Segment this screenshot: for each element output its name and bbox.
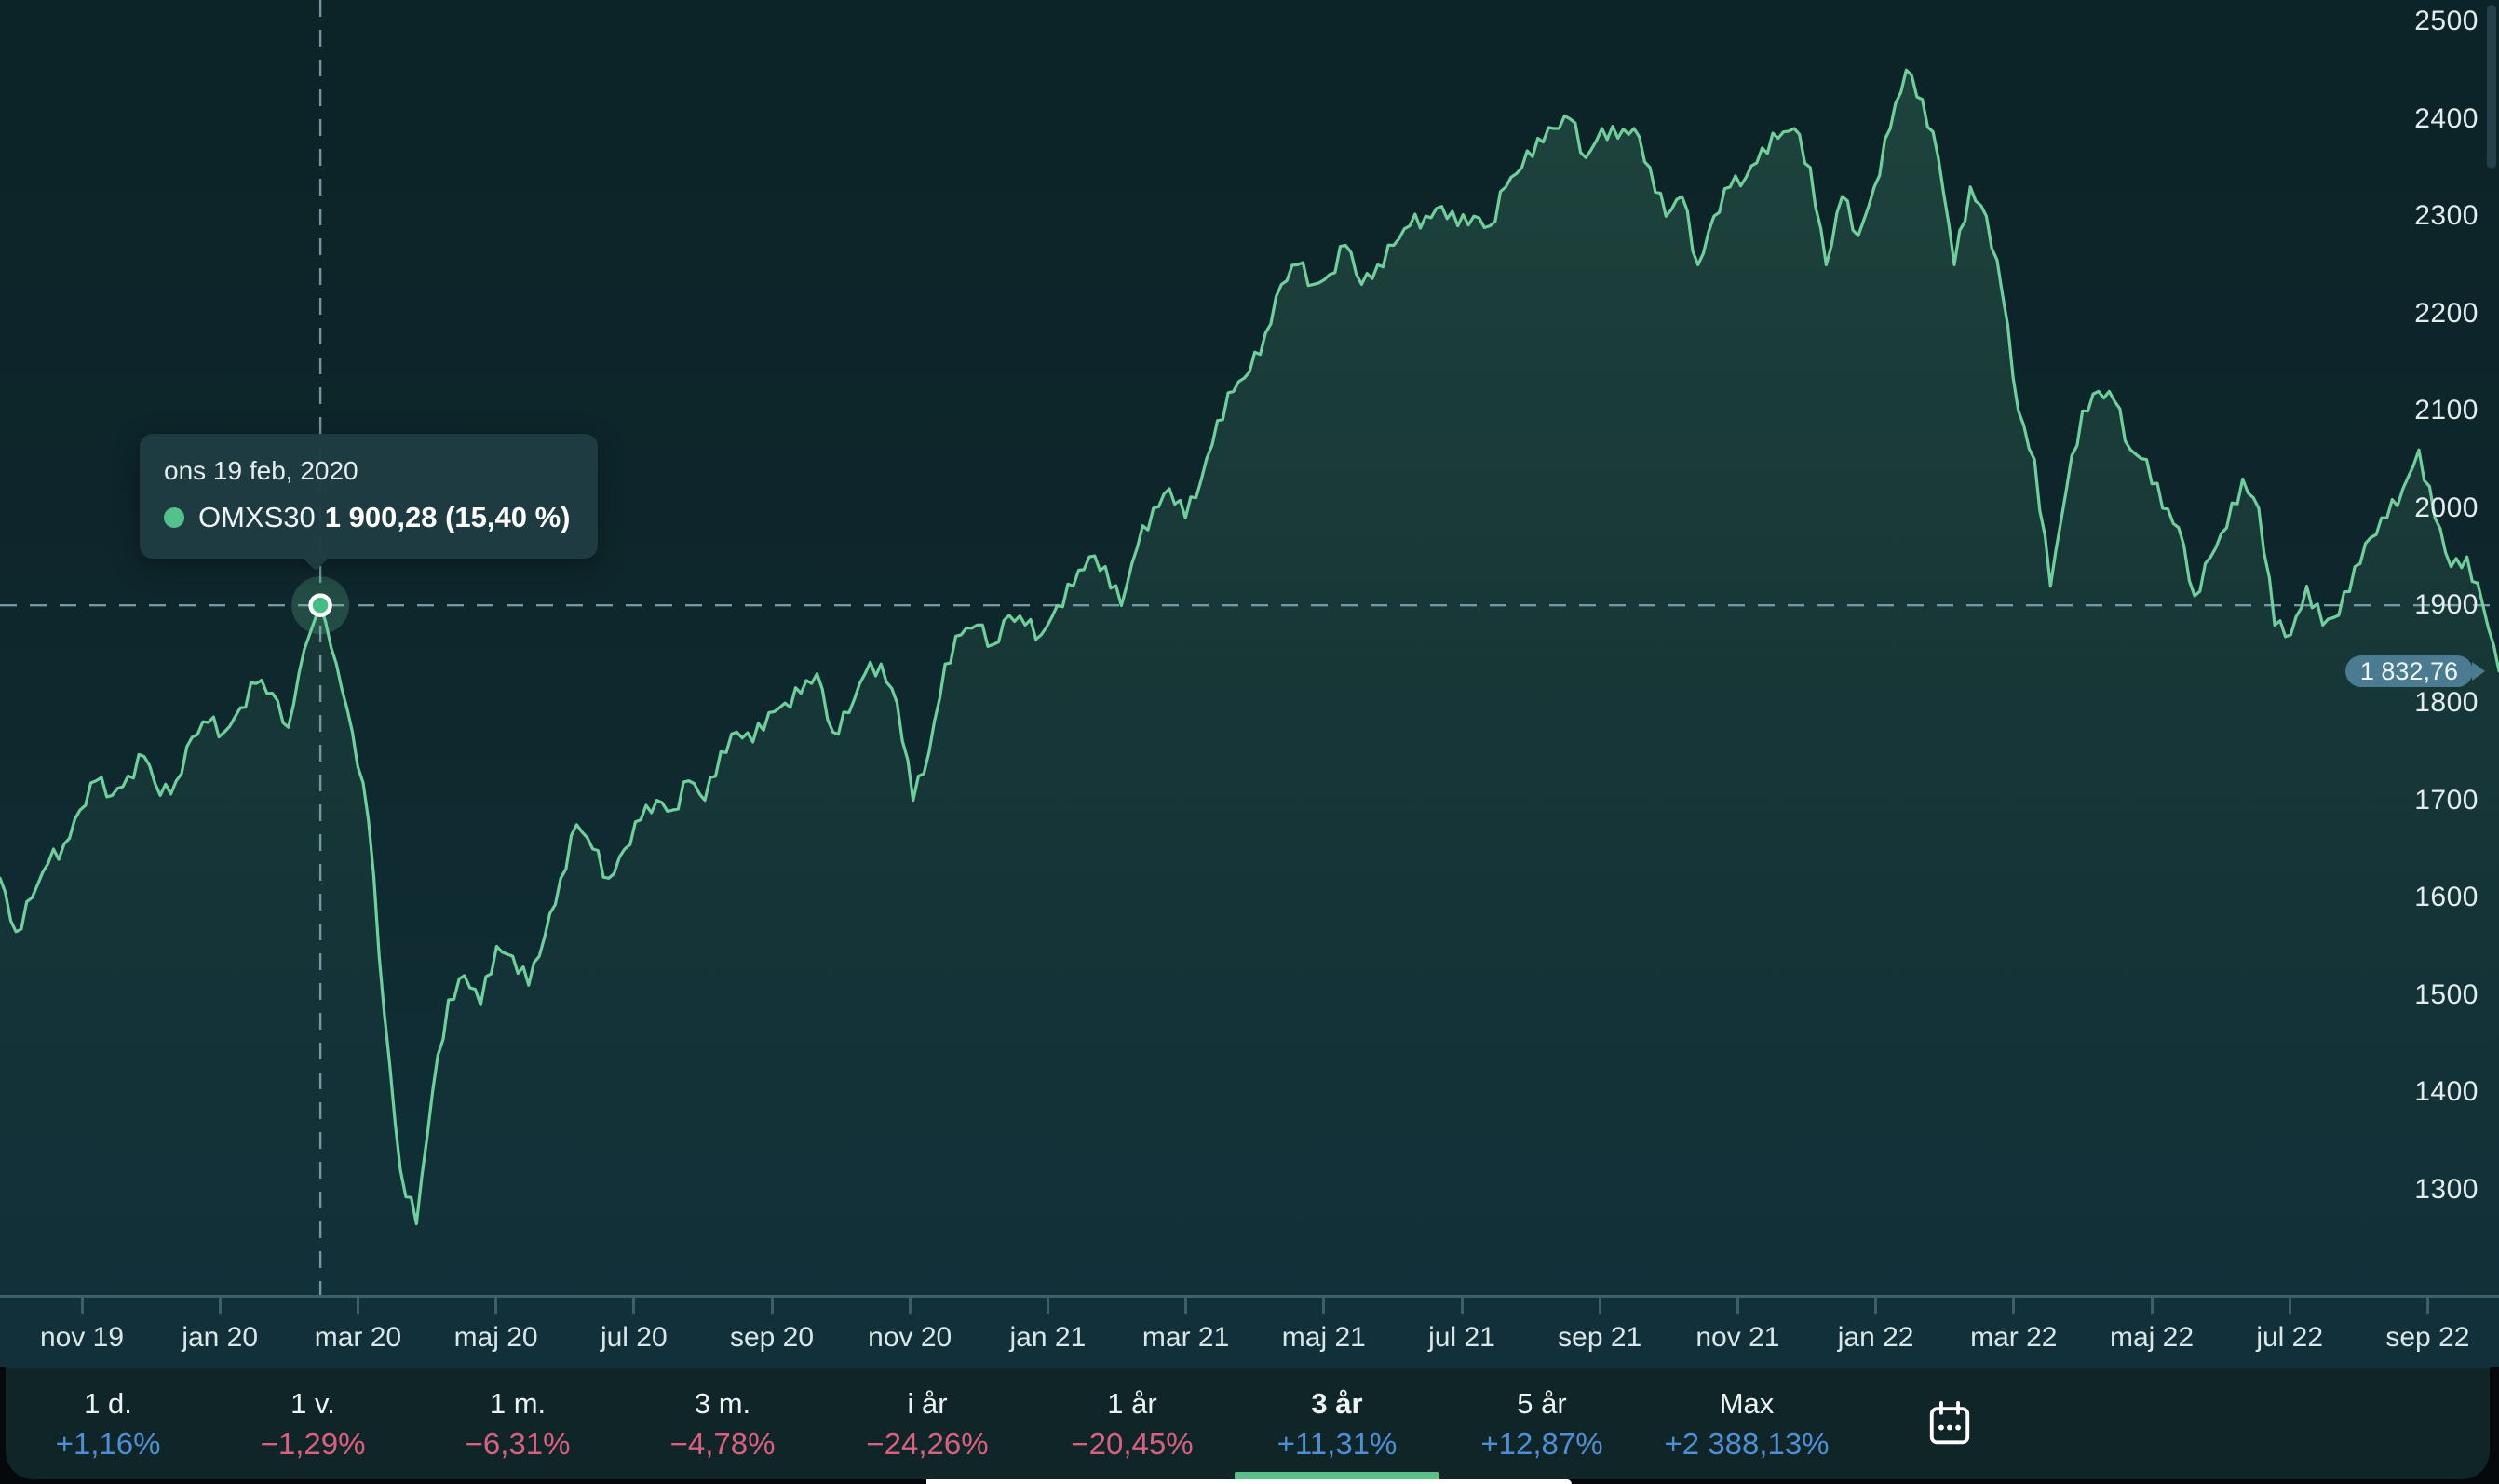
period-tab-iår[interactable]: i år −24,26% [825, 1368, 1030, 1479]
period-tab-label: i år [907, 1387, 948, 1420]
period-tab-label: 3 år [1311, 1387, 1363, 1420]
x-axis-tick [494, 1298, 498, 1314]
y-axis-label: 2200 [2414, 297, 2479, 329]
x-axis-tick [908, 1298, 912, 1314]
x-axis-tick [2425, 1298, 2429, 1314]
x-axis-label: nov 20 [868, 1322, 952, 1353]
tooltip-date: ons 19 feb, 2020 [164, 456, 358, 485]
x-axis-line [0, 1295, 2499, 1298]
tooltip-series-name: OMXS30 [198, 501, 316, 533]
period-tab-max[interactable]: Max +2 388,13% [1644, 1368, 1849, 1479]
y-axis-label: 1400 [2414, 1076, 2479, 1108]
x-axis-label: sep 21 [1558, 1322, 1642, 1353]
y-axis-label: 2100 [2414, 395, 2479, 426]
price-line [0, 68, 2499, 1226]
y-axis-label: 2500 [2414, 6, 2479, 36]
x-axis-label: mar 22 [1970, 1322, 2058, 1353]
period-tab-3m[interactable]: 3 m. −4,78% [620, 1368, 825, 1479]
y-axis-label: 1700 [2414, 784, 2479, 816]
period-tab-change: +2 388,13% [1664, 1426, 1830, 1461]
period-tab-label: 1 d. [84, 1387, 132, 1420]
x-axis-label: maj 20 [453, 1322, 538, 1353]
period-tab-change: −1,29% [260, 1426, 366, 1461]
x-axis-label: jul 22 [2256, 1322, 2324, 1353]
x-axis-tick [1598, 1298, 1601, 1314]
x-axis-tick [2012, 1298, 2016, 1314]
period-tab-5år[interactable]: 5 år +12,87% [1439, 1368, 1644, 1479]
period-tab-change: +12,87% [1480, 1426, 1603, 1461]
x-axis-tick [356, 1298, 359, 1314]
last-price-value: 1 832,76 [2359, 656, 2458, 685]
y-axis-label: 1600 [2414, 882, 2479, 913]
selected-tab-underline [1235, 1472, 1439, 1479]
price-chart[interactable] [0, 0, 2499, 1295]
y-axis-label: 1900 [2414, 589, 2479, 621]
x-axis-tick [770, 1298, 774, 1314]
y-axis-label: 1300 [2414, 1173, 2479, 1205]
x-axis-tick [1874, 1298, 1878, 1314]
x-axis-label: maj 22 [2109, 1322, 2195, 1353]
y-axis-label: 1800 [2414, 687, 2479, 719]
tooltip-value: 1 900,28 (15,40 %) [324, 501, 571, 533]
period-tab-label: 1 m. [489, 1387, 547, 1420]
x-axis-tick [1322, 1298, 1326, 1314]
period-tab-change: +11,31% [1277, 1426, 1398, 1461]
x-axis-tick [632, 1298, 636, 1314]
period-tab-1d[interactable]: 1 d. +1,16% [6, 1368, 210, 1479]
x-axis-label: nov 21 [1695, 1322, 1780, 1353]
series-dot-icon [164, 507, 184, 528]
x-axis-tick [1460, 1298, 1464, 1314]
bottom-sheet-edge [926, 1479, 1572, 1484]
period-tab-label: 1 v. [290, 1387, 335, 1420]
x-axis-tick [1046, 1298, 1049, 1314]
x-axis-label: mar 20 [314, 1322, 402, 1353]
period-tab-1år[interactable]: 1 år −20,45% [1030, 1368, 1235, 1479]
x-axis-label: nov 19 [39, 1322, 125, 1353]
period-tab-change: +1,16% [55, 1426, 161, 1461]
x-axis-label: maj 21 [1281, 1322, 1366, 1353]
period-tab-label: 5 år [1517, 1387, 1567, 1420]
x-axis-label: jul 21 [1428, 1322, 1495, 1353]
period-tab-label: 1 år [1107, 1387, 1157, 1420]
period-tab-3år[interactable]: 3 år +11,31% [1235, 1368, 1439, 1479]
x-axis-label: sep 22 [2385, 1322, 2470, 1353]
period-tab-change: −20,45% [1071, 1426, 1194, 1461]
period-tab-label: Max [1719, 1387, 1775, 1420]
area-fill [0, 70, 2499, 1295]
period-toolbar: 1 d. +1,16% 1 v. −1,29% 1 m. −6,31% 3 m. −4,78%… [6, 1367, 2490, 1479]
selected-point-marker[interactable] [308, 593, 332, 617]
x-axis-tick [1736, 1298, 1739, 1314]
x-axis-label: jan 21 [1009, 1322, 1087, 1353]
period-tabs: 1 d. +1,16% 1 v. −1,29% 1 m. −6,31% 3 m. −4,78%… [6, 1368, 1849, 1479]
calendar-icon [1929, 1401, 1970, 1445]
x-axis-label: jul 20 [600, 1322, 668, 1353]
y-axis-label: 2000 [2414, 492, 2479, 523]
x-axis-tick [1184, 1298, 1188, 1314]
period-tab-change: −24,26% [866, 1426, 989, 1461]
last-price-tag: 1 832,76 [2344, 654, 2486, 687]
x-axis-label: jan 22 [1837, 1322, 1914, 1353]
x-axis-label: jan 20 [182, 1322, 259, 1353]
calendar-button[interactable] [1920, 1394, 1979, 1453]
period-tab-1v[interactable]: 1 v. −1,29% [210, 1368, 415, 1479]
bottom-bar-background: 1 d. +1,16% 1 v. −1,29% 1 m. −6,31% 3 m. −4,78%… [0, 1367, 2499, 1484]
period-tab-label: 3 m. [694, 1387, 751, 1420]
x-axis-tick [80, 1298, 84, 1314]
scrollbar-thumb[interactable] [2487, 5, 2496, 169]
x-axis-tick [218, 1298, 222, 1314]
x-axis-tick [2288, 1298, 2291, 1314]
x-axis-label: mar 21 [1141, 1322, 1230, 1353]
crosshair-tooltip: ons 19 feb, 2020 OMXS30 1 900,28 (15,40 … [140, 434, 599, 572]
y-axis-label: 2400 [2414, 102, 2479, 134]
y-axis-label: 1500 [2414, 978, 2479, 1010]
x-axis-tick [2150, 1298, 2154, 1314]
period-tab-change: −6,31% [465, 1426, 571, 1461]
period-tab-1m[interactable]: 1 m. −6,31% [415, 1368, 620, 1479]
y-axis-label: 2300 [2414, 200, 2479, 232]
period-tab-change: −4,78% [669, 1426, 776, 1461]
x-axis-label: sep 20 [729, 1322, 815, 1353]
